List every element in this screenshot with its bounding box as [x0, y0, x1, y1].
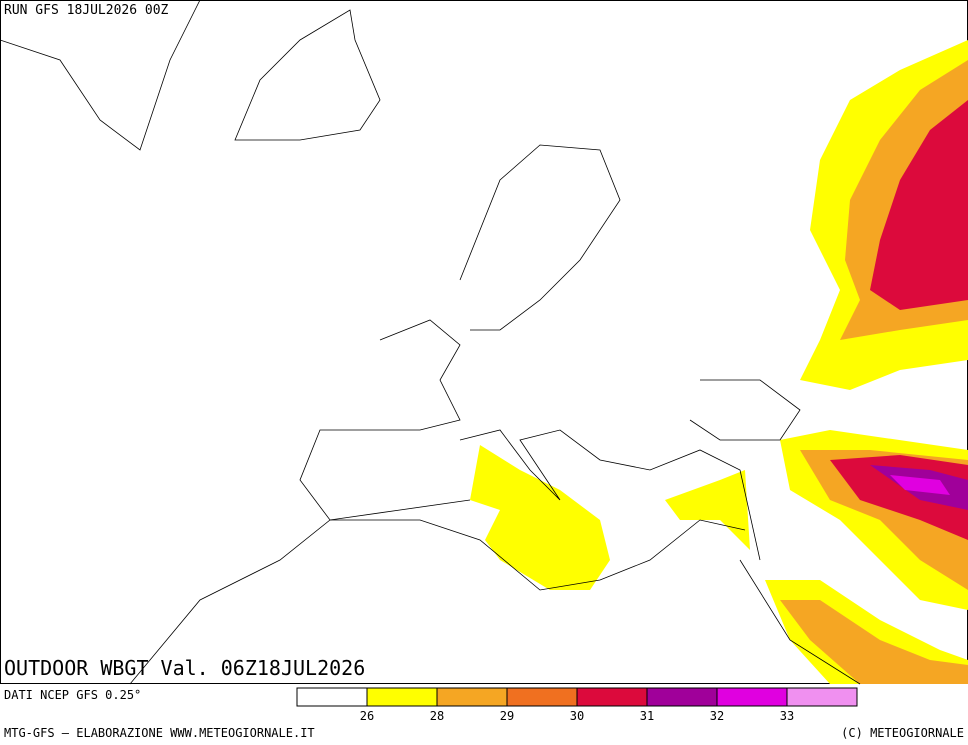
coastline [739, 559, 861, 685]
legend-box [436, 687, 508, 707]
footer-right: (C) METEOGIORNALE [841, 726, 964, 740]
coastline [0, 0, 201, 151]
legend-tick-label: 30 [570, 709, 584, 723]
legend-tick-label: 31 [640, 709, 654, 723]
coastline [459, 144, 621, 331]
field-magenta [890, 475, 950, 495]
coastline [459, 429, 761, 561]
legend-box [576, 687, 648, 707]
source-label: DATI NCEP GFS 0.25° [4, 688, 141, 702]
run-label: RUN GFS 18JUL2026 00Z [4, 3, 169, 18]
footer-left: MTG-GFS — ELABORAZIONE WWW.METEOGIORNALE… [4, 726, 315, 740]
field-red [870, 100, 968, 310]
legend-box [366, 687, 438, 707]
legend-tick-label: 33 [780, 709, 794, 723]
map [0, 0, 968, 685]
coastline [234, 9, 381, 141]
coastline [299, 319, 471, 521]
field-yellow [470, 445, 610, 590]
legend-box [296, 687, 368, 707]
legend-tick-label: 32 [710, 709, 724, 723]
coastline [689, 379, 801, 441]
legend-box [786, 687, 858, 707]
coastline [129, 519, 746, 685]
map-frame [0, 0, 968, 684]
field-orange [780, 600, 968, 684]
legend-tick-label: 29 [500, 709, 514, 723]
field-yellow [665, 470, 750, 550]
color-legend: 26 28 29 30 31 32 33 [296, 687, 858, 723]
legend-tick-label: 26 [360, 709, 374, 723]
legend-box [716, 687, 788, 707]
map-title: OUTDOOR WBGT Val. 06Z18JUL2026 [4, 656, 365, 680]
legend-box [506, 687, 578, 707]
legend-box [646, 687, 718, 707]
legend-tick-label: 28 [430, 709, 444, 723]
